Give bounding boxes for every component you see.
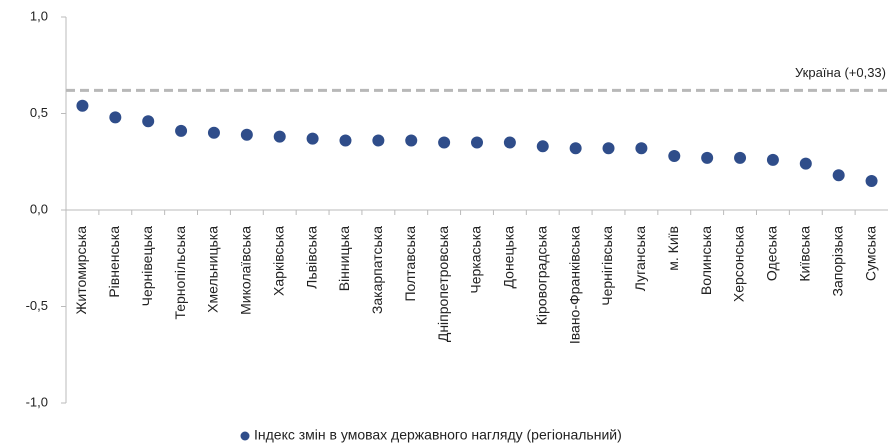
dot [306, 132, 319, 145]
y-tick-label: 0,0 [30, 201, 48, 216]
x-tick-label: Харківська [270, 226, 286, 296]
x-tick-label: Житомирська [73, 226, 89, 315]
dot [734, 151, 747, 164]
x-tick-label: Івано-Франківська [566, 226, 582, 344]
dot [240, 128, 253, 141]
y-tick-label: 1,0 [30, 8, 48, 23]
x-tick-label: Кіровоградська [533, 226, 549, 325]
dot [76, 99, 89, 112]
legend-label: Індекс змін в умовах державного нагляду … [254, 427, 622, 443]
x-tick-label: Хмельницька [205, 226, 221, 313]
x-tick-label: Полтавська [402, 226, 418, 302]
dot [799, 157, 812, 170]
x-tick-label: Волинська [698, 226, 714, 295]
reference-label: Україна (+0,33) [795, 65, 886, 80]
y-tick-label: 0,5 [30, 105, 48, 120]
x-tick-label: Миколаївська [238, 226, 254, 315]
x-tick-label: Рівненська [106, 226, 122, 298]
dot [536, 140, 549, 153]
dot [701, 151, 714, 164]
dot [602, 142, 615, 155]
dot [635, 142, 648, 155]
dot [569, 142, 582, 155]
dot [405, 134, 418, 147]
x-tick-label: Сумська [862, 226, 878, 281]
dot [207, 126, 220, 139]
x-tick-label: Херсонська [731, 226, 747, 302]
x-tick-label: Львівська [303, 226, 319, 289]
dot [865, 175, 878, 188]
x-tick-label: Донецька [501, 226, 517, 289]
dot [175, 124, 188, 137]
x-tick-label: Тернопільська [172, 226, 188, 320]
dot [273, 130, 286, 143]
y-tick-label: -0,5 [26, 298, 48, 313]
dot [471, 136, 483, 149]
dot [832, 169, 845, 182]
x-tick-label: Одеська [764, 226, 780, 281]
dot [668, 149, 681, 162]
dot [142, 115, 155, 128]
x-tick-label: Закарпатська [369, 226, 385, 314]
dot [503, 136, 516, 149]
dot [339, 134, 352, 147]
dot [109, 111, 122, 124]
x-tick-label: Чернігівська [599, 226, 615, 306]
x-tick-label: м. Київ [665, 226, 681, 271]
x-tick-label: Луганська [632, 226, 648, 291]
x-tick-label: Дніпропетровська [435, 226, 451, 342]
dot [438, 136, 451, 149]
y-tick-label: -1,0 [26, 394, 48, 409]
legend-marker [240, 431, 250, 441]
dot [766, 153, 779, 166]
x-tick-label: Запорізька [829, 226, 845, 297]
x-tick-label: Вінницька [336, 226, 352, 291]
x-tick-label: Київська [797, 226, 813, 282]
dot [372, 134, 385, 147]
x-tick-label: Чернівецька [139, 226, 155, 307]
x-tick-label: Черкаська [468, 226, 484, 294]
